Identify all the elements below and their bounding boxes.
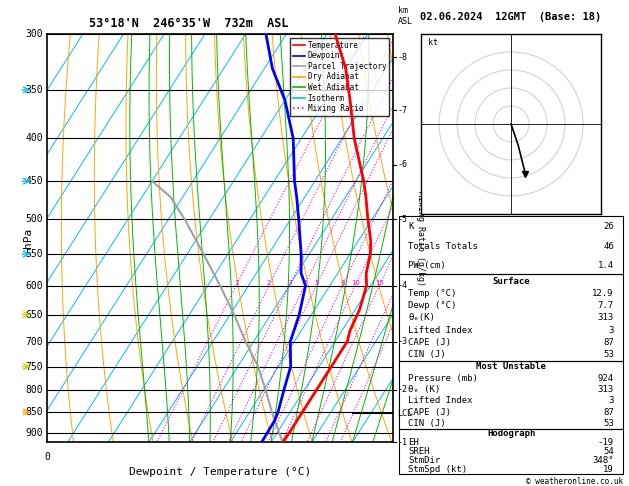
Text: 3: 3 [608,326,614,335]
Legend: Temperature, Dewpoint, Parcel Trajectory, Dry Adiabat, Wet Adiabat, Isotherm, Mi: Temperature, Dewpoint, Parcel Trajectory… [290,38,389,116]
Text: CAPE (J): CAPE (J) [408,408,452,417]
Text: 15: 15 [375,279,384,286]
Text: 2: 2 [267,279,271,286]
Text: -1: -1 [398,438,407,447]
Text: 600: 600 [25,280,43,291]
Text: 7.7: 7.7 [598,301,614,310]
Text: -4: -4 [398,281,407,290]
Text: Temp (°C): Temp (°C) [408,289,457,298]
Text: 0: 0 [44,452,50,463]
Text: SREH: SREH [408,447,430,456]
Text: 4: 4 [303,279,306,286]
Text: 1.4: 1.4 [598,261,614,270]
Text: 87: 87 [603,408,614,417]
Text: -3: -3 [398,337,407,346]
Text: -8: -8 [398,53,407,62]
Text: 850: 850 [25,407,43,417]
Text: 5: 5 [314,279,318,286]
Text: Most Unstable: Most Unstable [476,362,546,371]
Text: Lifted Index: Lifted Index [408,326,473,335]
Text: CAPE (J): CAPE (J) [408,338,452,347]
Text: 313: 313 [598,313,614,323]
Text: 3: 3 [287,279,292,286]
Bar [399,429,623,474]
Bar [399,216,623,274]
Text: 313: 313 [598,385,614,394]
Text: 26: 26 [603,223,614,231]
Text: -2: -2 [398,385,407,395]
Text: -6: -6 [398,160,407,169]
Text: 924: 924 [598,374,614,382]
Text: CIN (J): CIN (J) [408,350,446,360]
Text: 350: 350 [25,85,43,95]
Text: 3: 3 [608,397,614,405]
Text: 700: 700 [25,336,43,347]
Text: θₑ (K): θₑ (K) [408,385,440,394]
Text: Hodograph: Hodograph [487,429,535,438]
Text: 550: 550 [25,249,43,259]
Text: 1: 1 [234,279,238,286]
Text: 46: 46 [603,242,614,251]
Text: LCL: LCL [398,409,412,418]
Text: 54: 54 [603,447,614,456]
Text: 800: 800 [25,385,43,395]
Text: 400: 400 [25,134,43,143]
Text: Surface: Surface [493,277,530,285]
Text: 8: 8 [340,279,345,286]
Text: Pressure (mb): Pressure (mb) [408,374,478,382]
Text: 450: 450 [25,176,43,186]
Text: 87: 87 [603,338,614,347]
Text: 53: 53 [603,350,614,360]
Text: 02.06.2024  12GMT  (Base: 18): 02.06.2024 12GMT (Base: 18) [420,12,602,22]
Text: -19: -19 [598,438,614,447]
Text: Lifted Index: Lifted Index [408,397,473,405]
Text: hPa: hPa [23,228,33,248]
Text: 500: 500 [25,214,43,225]
Text: Mixing Ratio (g/kg): Mixing Ratio (g/kg) [416,191,425,286]
Text: -7: -7 [398,105,407,115]
Text: 53°18'N  246°35'W  732m  ASL: 53°18'N 246°35'W 732m ASL [89,17,289,30]
Text: 12.9: 12.9 [593,289,614,298]
Text: θₑ(K): θₑ(K) [408,313,435,323]
Text: 900: 900 [25,428,43,438]
Text: 53: 53 [603,419,614,428]
Text: Dewpoint / Temperature (°C): Dewpoint / Temperature (°C) [129,467,311,477]
Text: 650: 650 [25,310,43,320]
Text: 10: 10 [351,279,360,286]
Text: © weatheronline.co.uk: © weatheronline.co.uk [526,477,623,486]
Text: EH: EH [408,438,419,447]
Text: CIN (J): CIN (J) [408,419,446,428]
Text: km
ASL: km ASL [398,6,413,26]
Text: 348°: 348° [593,456,614,465]
Text: PW (cm): PW (cm) [408,261,446,270]
Text: 19: 19 [603,465,614,474]
Text: Dewp (°C): Dewp (°C) [408,301,457,310]
Bar [399,361,623,429]
Text: StmDir: StmDir [408,456,440,465]
Text: 750: 750 [25,362,43,371]
Text: StmSpd (kt): StmSpd (kt) [408,465,467,474]
Text: 300: 300 [25,29,43,39]
Bar [399,274,623,361]
Text: -5: -5 [398,215,407,224]
Text: K: K [408,223,414,231]
Text: Totals Totals: Totals Totals [408,242,478,251]
Text: kt: kt [428,38,438,47]
